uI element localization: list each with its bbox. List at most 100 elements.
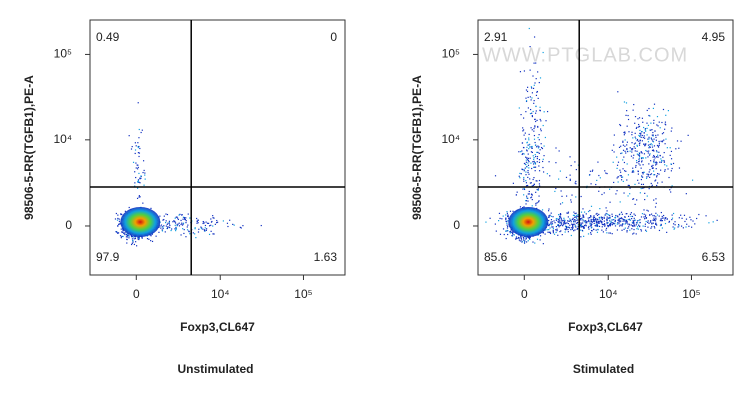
event-dot <box>530 86 533 88</box>
event-dot <box>590 227 592 229</box>
event-dot <box>119 235 122 237</box>
event-dot <box>509 231 511 233</box>
event-dot <box>642 121 644 123</box>
event-dot <box>545 120 547 122</box>
event-dot <box>184 219 186 221</box>
event-dot <box>571 228 574 230</box>
event-dot <box>650 160 652 162</box>
event-dot <box>550 224 553 226</box>
event-dot <box>625 102 628 104</box>
event-dot <box>558 226 560 228</box>
event-dot <box>632 221 634 223</box>
event-dot <box>134 152 136 155</box>
event-dot <box>577 226 579 228</box>
event-dot <box>692 220 694 222</box>
event-dot <box>653 150 655 152</box>
event-dot <box>553 233 556 235</box>
event-dot <box>518 237 520 239</box>
event-dot <box>557 214 560 216</box>
event-dot <box>139 182 141 184</box>
event-dot <box>678 217 680 219</box>
event-dot <box>206 228 208 230</box>
event-dot <box>651 149 654 152</box>
event-dot <box>664 170 666 172</box>
event-dot <box>161 226 163 228</box>
event-dot <box>663 139 665 141</box>
event-dot <box>531 167 533 170</box>
event-dot <box>631 131 633 133</box>
event-dot <box>529 96 531 98</box>
event-dot <box>562 224 564 226</box>
event-dot <box>627 218 629 221</box>
event-dot <box>531 87 533 89</box>
event-dot <box>569 174 571 176</box>
event-dot <box>547 231 549 233</box>
event-dot <box>167 226 169 229</box>
event-dot <box>611 224 613 226</box>
event-dot <box>575 183 577 185</box>
event-dot <box>628 223 630 225</box>
event-dot <box>552 216 554 218</box>
event-dot <box>542 158 544 160</box>
event-dot <box>634 225 636 227</box>
event-dot <box>544 136 546 139</box>
event-dot <box>624 223 626 225</box>
event-dot <box>565 228 568 230</box>
event-dot <box>507 220 509 222</box>
event-dot <box>655 198 657 200</box>
event-dot <box>648 222 650 224</box>
event-dot <box>605 207 607 209</box>
event-dot <box>647 220 649 222</box>
event-dot <box>623 156 625 158</box>
event-dot <box>603 220 605 222</box>
event-dot <box>634 214 636 216</box>
event-dot <box>180 219 182 222</box>
event-dot <box>150 234 152 236</box>
event-dot <box>128 235 130 237</box>
event-dot <box>533 157 535 159</box>
event-dot <box>623 134 625 136</box>
event-dot <box>559 220 561 222</box>
event-dot <box>619 123 621 126</box>
event-dot <box>678 167 681 169</box>
event-dot <box>597 161 599 163</box>
event-dot <box>537 97 539 99</box>
event-dot <box>646 127 648 129</box>
event-dot <box>661 121 663 124</box>
event-dot <box>619 169 621 171</box>
panel-title: Stimulated <box>573 362 634 376</box>
event-dot <box>652 140 654 142</box>
event-dot <box>489 217 491 219</box>
event-dot <box>655 168 657 170</box>
event-dot <box>574 225 577 227</box>
event-dot <box>162 219 164 221</box>
event-dot <box>637 118 639 120</box>
event-dot <box>622 180 624 183</box>
event-dot <box>211 220 213 223</box>
event-dot <box>141 237 143 239</box>
event-dot <box>537 234 539 236</box>
event-dot <box>627 195 629 197</box>
event-dot <box>696 217 698 220</box>
event-dot <box>538 152 540 154</box>
event-dot <box>653 218 656 221</box>
event-dot <box>637 173 639 175</box>
event-dot <box>581 225 583 228</box>
event-dot <box>535 204 537 206</box>
event-dot <box>644 214 647 216</box>
event-dot <box>570 221 572 223</box>
event-dot <box>674 221 676 223</box>
event-dot <box>617 161 620 163</box>
event-dot <box>651 146 654 148</box>
event-dot <box>525 97 527 99</box>
event-dot <box>585 225 587 227</box>
event-dot <box>581 229 584 232</box>
event-dot <box>627 150 629 153</box>
event-dot <box>536 90 539 93</box>
event-dot <box>648 188 650 190</box>
event-dot <box>677 226 679 228</box>
event-dot <box>527 171 529 174</box>
event-dot <box>589 232 592 234</box>
event-dot <box>649 214 651 216</box>
event-dot <box>633 232 635 234</box>
